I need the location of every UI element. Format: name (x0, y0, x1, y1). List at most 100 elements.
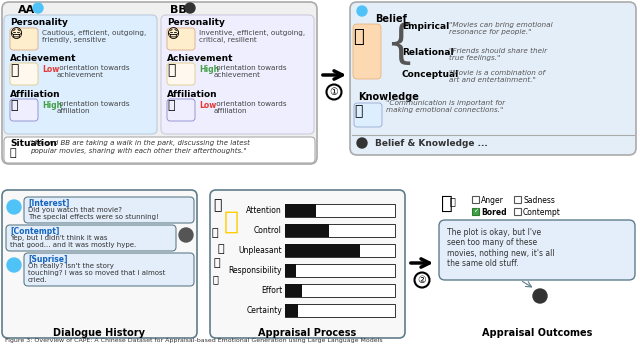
Text: Achievement: Achievement (10, 54, 77, 63)
FancyBboxPatch shape (350, 2, 636, 155)
Circle shape (326, 85, 342, 100)
Bar (285, 244, 395, 257)
Text: orientation towards
achievement: orientation towards achievement (57, 65, 130, 78)
Text: Sadness: Sadness (523, 196, 555, 205)
FancyBboxPatch shape (24, 253, 194, 286)
Text: Knowledge: Knowledge (358, 92, 419, 102)
Text: Low: Low (199, 101, 216, 110)
FancyBboxPatch shape (167, 28, 195, 50)
Text: High: High (42, 101, 62, 110)
FancyBboxPatch shape (354, 103, 382, 127)
FancyBboxPatch shape (10, 28, 38, 50)
Bar (285, 204, 395, 217)
Text: Did you watch that movie?
The special effects were so stunning!: Did you watch that movie? The special ef… (28, 207, 159, 220)
FancyBboxPatch shape (6, 225, 176, 251)
Text: Inventive, efficient, outgoing,
critical, resilient: Inventive, efficient, outgoing, critical… (199, 30, 305, 43)
Bar (285, 224, 395, 237)
Bar (285, 284, 395, 297)
FancyBboxPatch shape (24, 197, 194, 223)
Circle shape (7, 200, 21, 214)
Bar (514, 208, 521, 215)
Circle shape (415, 272, 429, 288)
Text: popular movies, sharing with each other their afterthoughts.": popular movies, sharing with each other … (30, 148, 246, 154)
Text: [Contempt]: [Contempt] (10, 227, 60, 236)
Text: Responsibility: Responsibility (228, 266, 282, 275)
Text: "Friends should share their
true feelings.": "Friends should share their true feeling… (449, 48, 547, 61)
Circle shape (533, 289, 547, 303)
Text: Dialogue History: Dialogue History (53, 328, 145, 338)
Bar (285, 264, 395, 277)
Circle shape (179, 228, 193, 242)
Text: Situation: Situation (10, 139, 57, 148)
Text: Belief & Knowledge ...: Belief & Knowledge ... (375, 139, 488, 148)
Text: 📷: 📷 (213, 274, 219, 284)
Text: Control: Control (254, 226, 282, 235)
FancyBboxPatch shape (2, 2, 317, 164)
FancyBboxPatch shape (4, 15, 157, 134)
Text: 🎬: 🎬 (10, 148, 17, 158)
Text: Appraisal Outcomes: Appraisal Outcomes (482, 328, 592, 338)
Text: ✓: ✓ (473, 209, 478, 213)
Text: Belief: Belief (375, 14, 407, 24)
Text: Appraisal Process: Appraisal Process (258, 328, 356, 338)
Text: Low: Low (42, 65, 60, 74)
Text: 😷: 😷 (167, 28, 180, 41)
Text: 👋: 👋 (218, 244, 225, 254)
FancyBboxPatch shape (10, 99, 38, 121)
Circle shape (185, 3, 195, 13)
Bar (285, 304, 395, 317)
Text: 👥: 👥 (167, 99, 175, 112)
Bar (472, 208, 479, 215)
FancyBboxPatch shape (161, 15, 314, 134)
Text: 👥: 👥 (10, 99, 17, 112)
Bar (472, 196, 479, 203)
Text: orientation towards
affiliation: orientation towards affiliation (57, 101, 130, 114)
Text: Anger: Anger (481, 196, 504, 205)
Text: [Suprise]: [Suprise] (28, 255, 67, 264)
Text: ⭐: ⭐ (224, 210, 239, 234)
FancyBboxPatch shape (167, 63, 195, 85)
FancyBboxPatch shape (353, 24, 381, 79)
Text: ②: ② (418, 275, 426, 285)
Text: Achievement: Achievement (167, 54, 234, 63)
FancyBboxPatch shape (2, 190, 197, 338)
Text: ①: ① (330, 87, 339, 97)
Bar (285, 264, 296, 277)
Circle shape (7, 258, 21, 272)
Text: Attention: Attention (246, 206, 282, 215)
Text: orientation towards
affiliation: orientation towards affiliation (214, 101, 287, 114)
Text: Contempt: Contempt (523, 208, 561, 217)
Bar (285, 244, 360, 257)
Bar (285, 304, 298, 317)
FancyBboxPatch shape (167, 99, 195, 121)
Text: High: High (199, 65, 219, 74)
Text: BB: BB (170, 5, 187, 15)
FancyBboxPatch shape (210, 190, 405, 338)
Text: Relational: Relational (402, 48, 454, 57)
Text: "Movie is a combination of
art and entertainment.": "Movie is a combination of art and enter… (449, 70, 545, 83)
Text: 🎬: 🎬 (214, 258, 221, 268)
Circle shape (357, 138, 367, 148)
Bar (514, 196, 521, 203)
Bar (285, 224, 329, 237)
Text: 🤝: 🤝 (353, 28, 364, 46)
Text: 👥: 👥 (212, 228, 219, 238)
Text: [Interest]: [Interest] (28, 199, 69, 208)
Text: 📋: 📋 (441, 194, 452, 213)
FancyBboxPatch shape (4, 137, 315, 163)
Text: 🏆: 🏆 (167, 63, 175, 77)
Text: Certainty: Certainty (246, 306, 282, 315)
Text: "Movies can bring emotional
resonance for people.": "Movies can bring emotional resonance fo… (449, 22, 552, 35)
Text: ✅: ✅ (450, 196, 456, 206)
Bar (285, 204, 316, 217)
Text: Oh really? Isn't the story
touching? I was so moved that I almost
cried.: Oh really? Isn't the story touching? I w… (28, 263, 165, 283)
Text: {: { (385, 22, 415, 67)
Text: Affiliation: Affiliation (167, 90, 218, 99)
Text: Personality: Personality (10, 18, 68, 27)
Text: 🎭: 🎭 (213, 198, 221, 212)
Bar (285, 284, 301, 297)
Text: Affiliation: Affiliation (10, 90, 61, 99)
FancyBboxPatch shape (439, 220, 635, 280)
Text: Cautious, efficient, outgoing,
friendly, sensitive: Cautious, efficient, outgoing, friendly,… (42, 30, 147, 43)
Text: 🏆: 🏆 (10, 63, 19, 77)
